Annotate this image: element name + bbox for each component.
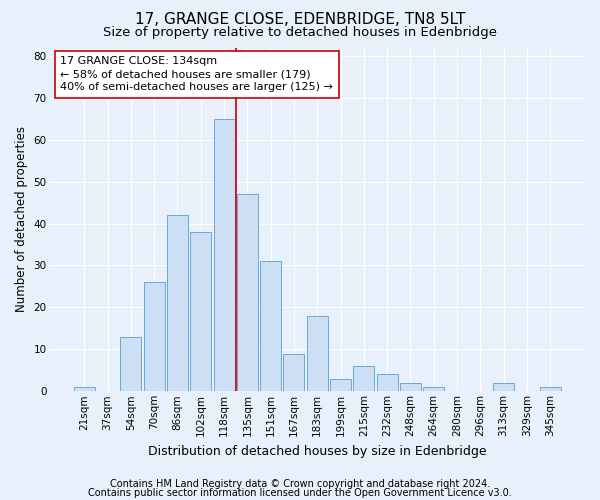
Bar: [493, 383, 514, 392]
Bar: [214, 119, 235, 392]
Text: Contains public sector information licensed under the Open Government Licence v3: Contains public sector information licen…: [88, 488, 512, 498]
Bar: [307, 316, 328, 392]
Bar: [400, 383, 421, 392]
Bar: [423, 387, 444, 392]
Bar: [74, 387, 95, 392]
X-axis label: Distribution of detached houses by size in Edenbridge: Distribution of detached houses by size …: [148, 444, 487, 458]
Bar: [377, 374, 398, 392]
Bar: [121, 337, 142, 392]
Bar: [190, 232, 211, 392]
Text: Contains HM Land Registry data © Crown copyright and database right 2024.: Contains HM Land Registry data © Crown c…: [110, 479, 490, 489]
Bar: [237, 194, 258, 392]
Bar: [539, 387, 560, 392]
Bar: [260, 262, 281, 392]
Bar: [330, 378, 351, 392]
Text: Size of property relative to detached houses in Edenbridge: Size of property relative to detached ho…: [103, 26, 497, 39]
Y-axis label: Number of detached properties: Number of detached properties: [15, 126, 28, 312]
Bar: [143, 282, 164, 392]
Bar: [283, 354, 304, 392]
Bar: [167, 215, 188, 392]
Text: 17 GRANGE CLOSE: 134sqm
← 58% of detached houses are smaller (179)
40% of semi-d: 17 GRANGE CLOSE: 134sqm ← 58% of detache…: [60, 56, 333, 92]
Text: 17, GRANGE CLOSE, EDENBRIDGE, TN8 5LT: 17, GRANGE CLOSE, EDENBRIDGE, TN8 5LT: [135, 12, 465, 28]
Bar: [353, 366, 374, 392]
